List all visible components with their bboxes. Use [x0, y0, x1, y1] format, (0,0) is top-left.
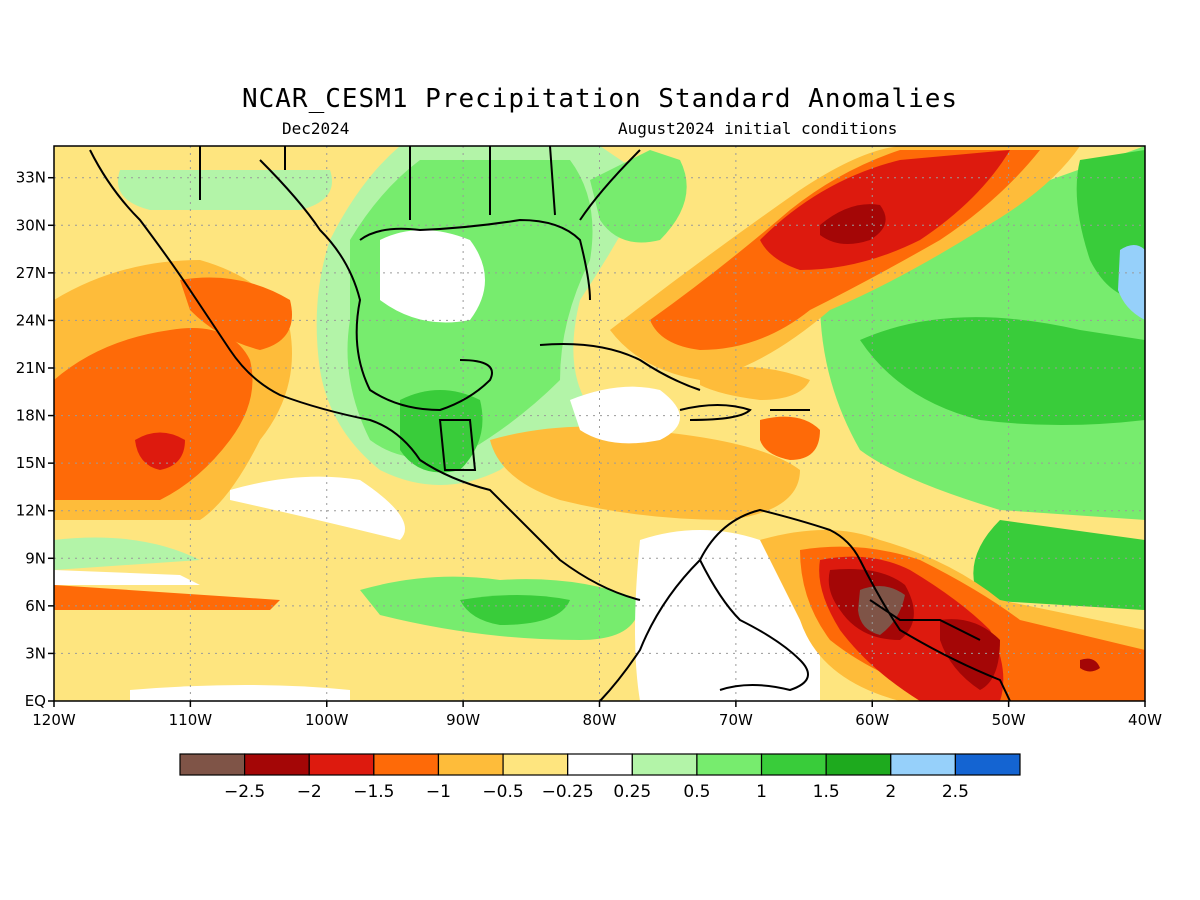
colorbar-swatch — [954, 753, 1021, 776]
map-title: NCAR_CESM1 Precipitation Standard Anomal… — [241, 84, 959, 114]
colorbar-label: −2.5 — [224, 782, 265, 802]
lat-tick-label: 24N — [16, 311, 46, 329]
colorbar-swatch — [502, 753, 569, 776]
colorbar-label: −0.25 — [542, 782, 594, 802]
initial-conditions-label: August2024 initial conditions — [618, 119, 898, 138]
colorbar-swatch — [631, 753, 698, 776]
colorbar-swatch — [890, 753, 956, 776]
colorbar-label: −0.5 — [482, 782, 523, 802]
lon-tick-label: 70W — [719, 711, 753, 729]
lon-tick-label: 40W — [1128, 711, 1162, 729]
colorbar — [179, 753, 1021, 776]
colorbar-swatch — [373, 753, 440, 776]
coastlines — [89, 146, 1011, 701]
lon-tick-label: 80W — [583, 711, 617, 729]
lat-tick-label: 27N — [16, 264, 46, 282]
lat-tick-label: 21N — [16, 359, 46, 377]
colorbar-swatch — [760, 753, 827, 776]
longitude-axis: 120W 110W 100W 90W 80W 70W 60W 50W 40W — [32, 701, 1162, 729]
lon-tick-label: 50W — [992, 711, 1026, 729]
colorbar-label: 0.25 — [613, 782, 651, 802]
colorbar-swatch — [825, 753, 892, 776]
colorbar-swatch — [308, 753, 375, 776]
colorbar-swatch — [696, 753, 763, 776]
lat-tick-label: 15N — [16, 454, 46, 472]
colorbar-label: 2 — [885, 782, 896, 802]
lat-tick-label: 9N — [25, 549, 46, 567]
lon-tick-label: 100W — [305, 711, 349, 729]
colorbar-swatch — [179, 753, 246, 776]
colorbar-label: 2.5 — [942, 782, 969, 802]
lon-tick-label: 110W — [169, 711, 213, 729]
colorbar-label: −2 — [297, 782, 322, 802]
latitude-axis: EQ 3N 6N 9N 12N 15N 18N 21N 24N 27N 30N 33N — [16, 169, 54, 710]
lon-tick-label: 120W — [32, 711, 76, 729]
colorbar-label: −1.5 — [353, 782, 394, 802]
colorbar-labels: −2.5 −2 −1.5 −1 −0.5 −0.25 0.25 0.5 1 1.5 2 2.5 — [224, 782, 969, 802]
colorbar-label: −1 — [426, 782, 451, 802]
lat-tick-label: 6N — [25, 597, 46, 615]
colorbar-swatch — [244, 753, 310, 776]
lat-tick-label: 33N — [16, 169, 46, 187]
colorbar-label: 1 — [756, 782, 767, 802]
lon-tick-label: 60W — [855, 711, 889, 729]
colorbar-label: 0.5 — [683, 782, 710, 802]
lat-tick-label: 30N — [16, 216, 46, 234]
anomaly-field — [54, 146, 1145, 701]
colorbar-swatch — [437, 753, 504, 776]
lat-tick-label: EQ — [25, 692, 46, 710]
lat-tick-label: 18N — [16, 407, 46, 425]
colorbar-label: 1.5 — [813, 782, 840, 802]
lon-tick-label: 90W — [446, 711, 480, 729]
lat-tick-label: 12N — [16, 502, 46, 520]
forecast-month-label: Dec2024 — [282, 119, 350, 138]
colorbar-swatch — [567, 753, 633, 776]
lat-tick-label: 3N — [25, 644, 46, 662]
